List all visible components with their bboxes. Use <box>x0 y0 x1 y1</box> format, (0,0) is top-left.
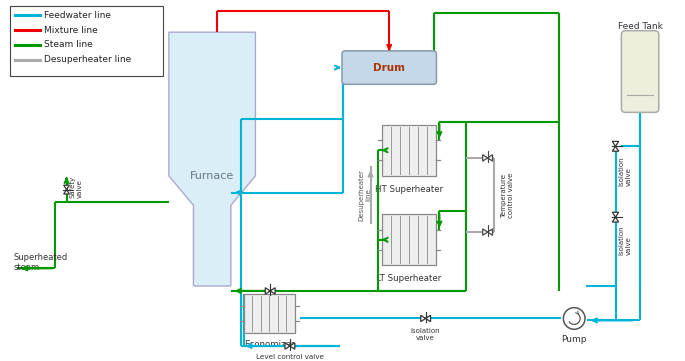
Polygon shape <box>64 185 69 190</box>
Polygon shape <box>270 288 275 294</box>
Text: Furnace: Furnace <box>190 171 234 180</box>
Text: Safety
valve: Safety valve <box>69 175 82 198</box>
Polygon shape <box>488 155 493 161</box>
FancyBboxPatch shape <box>10 6 163 77</box>
Text: Desuperheater
line: Desuperheater line <box>358 169 371 221</box>
Text: Economizer: Economizer <box>244 340 295 349</box>
Polygon shape <box>421 315 425 322</box>
Text: Desuperheater line: Desuperheater line <box>44 55 131 64</box>
Text: LT Superheater: LT Superheater <box>376 274 442 283</box>
Text: HT Superheater: HT Superheater <box>375 185 443 193</box>
FancyBboxPatch shape <box>621 31 659 112</box>
Polygon shape <box>612 146 619 151</box>
Polygon shape <box>64 190 69 194</box>
Polygon shape <box>265 288 270 294</box>
Text: Isolation
valve: Isolation valve <box>256 299 285 312</box>
FancyBboxPatch shape <box>382 214 436 265</box>
Polygon shape <box>290 343 295 349</box>
Polygon shape <box>285 343 290 349</box>
Text: Feedwater line: Feedwater line <box>44 11 111 20</box>
Polygon shape <box>169 32 256 286</box>
Text: Pump: Pump <box>562 335 587 344</box>
Polygon shape <box>488 229 493 235</box>
FancyBboxPatch shape <box>244 294 295 333</box>
Text: Superheated
steam: Superheated steam <box>14 253 68 272</box>
Polygon shape <box>612 217 619 222</box>
FancyBboxPatch shape <box>342 51 436 84</box>
Polygon shape <box>483 229 488 235</box>
Text: Temperature
control valve: Temperature control valve <box>501 172 514 218</box>
Polygon shape <box>612 212 619 217</box>
Text: Feed Tank: Feed Tank <box>618 22 662 31</box>
Text: Isolation
valve: Isolation valve <box>619 225 632 255</box>
Text: Mixture line: Mixture line <box>44 26 98 35</box>
Text: Steam line: Steam line <box>44 40 92 49</box>
Polygon shape <box>612 142 619 146</box>
Text: Level control valve: Level control valve <box>256 354 324 360</box>
Text: Isolation
valve: Isolation valve <box>411 328 440 341</box>
Polygon shape <box>483 155 488 161</box>
Circle shape <box>563 308 585 329</box>
Polygon shape <box>425 315 431 322</box>
Text: Isolation
valve: Isolation valve <box>619 156 632 186</box>
FancyBboxPatch shape <box>382 125 436 176</box>
Text: Drum: Drum <box>373 62 406 73</box>
